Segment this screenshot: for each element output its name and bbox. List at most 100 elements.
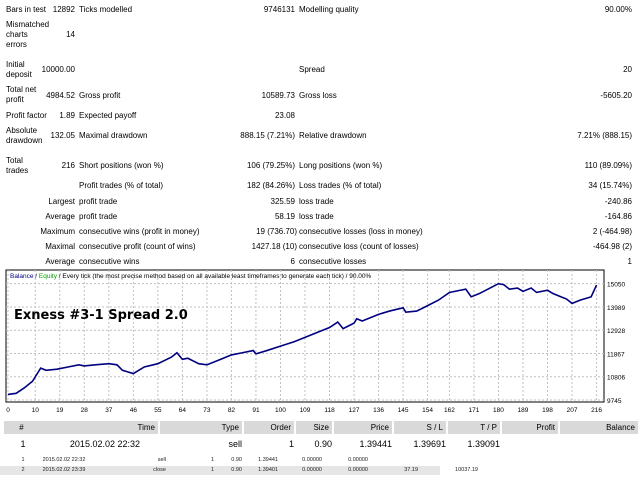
value: -464.98 (2)	[592, 242, 632, 251]
value: 325.59	[270, 197, 295, 206]
value: 216	[61, 161, 75, 170]
label: Maximal	[45, 242, 75, 251]
label: consecutive losses (loss in money)	[299, 227, 423, 236]
x-tick-label: 82	[228, 407, 236, 414]
label: Total net	[6, 85, 37, 94]
small-table-cell: 0.00000	[302, 457, 322, 463]
small-table-cell: 1	[210, 457, 214, 463]
value: 2 (-464.98)	[592, 227, 632, 236]
small-table-cell: 0.00000	[302, 467, 322, 473]
label: Spread	[299, 65, 325, 74]
trade-cell: 1.39091	[467, 439, 500, 449]
value: 12892	[52, 5, 75, 14]
label: consecutive profit (count of wins)	[79, 242, 196, 251]
label: Total	[6, 156, 23, 165]
legend-sep: /	[34, 273, 39, 280]
x-tick-label: 127	[349, 407, 360, 414]
x-tick-label: 28	[81, 407, 89, 414]
x-tick-label: 46	[130, 407, 138, 414]
value: 10000.00	[41, 65, 75, 74]
x-tick-label: 100	[275, 407, 286, 414]
value: 132.05	[50, 131, 75, 140]
x-tick-label: 136	[373, 407, 384, 414]
value: -5605.20	[600, 91, 632, 100]
label: deposit	[6, 70, 32, 79]
label: trades	[6, 166, 29, 175]
x-tick-label: 216	[591, 407, 602, 414]
label: Modelling quality	[299, 5, 359, 14]
value: 6	[290, 257, 295, 266]
small-table-cell: 10037.19	[455, 467, 478, 473]
value: 58.19	[274, 212, 295, 221]
column-header[interactable]: T / P	[448, 421, 500, 434]
column-header[interactable]: Type	[160, 421, 242, 434]
label: Short positions (won %)	[79, 161, 164, 170]
value: 110 (89.09%)	[584, 161, 632, 170]
label: loss trade	[299, 197, 334, 206]
column-header[interactable]: S / L	[394, 421, 446, 434]
x-tick-label: 189	[518, 407, 529, 414]
label: Relative drawdown	[299, 131, 367, 140]
small-table-cell: 0.90	[231, 467, 242, 473]
column-header[interactable]: Time	[40, 421, 158, 434]
x-tick-label: 145	[398, 407, 409, 414]
trade-cell: 1.39691	[413, 439, 446, 449]
small-table-cell: 2015.02.02 22:32	[42, 457, 86, 463]
value: -164.86	[604, 212, 632, 221]
y-tick-label: 11867	[607, 351, 625, 358]
y-tick-label: 9745	[607, 398, 622, 405]
label: Ticks modelled	[79, 5, 133, 14]
small-table-cell: 2015.02.02 23:39	[42, 467, 86, 473]
small-table-cell: 37.19	[404, 467, 418, 473]
column-header[interactable]: #	[4, 421, 42, 434]
value: 1.89	[59, 111, 75, 120]
x-tick-label: 37	[105, 407, 113, 414]
x-tick-label: 0	[6, 407, 10, 414]
label: Profit factor	[6, 111, 47, 120]
column-header[interactable]: Balance	[560, 421, 638, 434]
x-tick-label: 118	[324, 407, 335, 414]
trade-cell: sell	[228, 439, 242, 449]
label: Mismatched	[6, 20, 50, 29]
legend-balance: Balance	[10, 273, 34, 280]
legend-equity: Equity	[39, 273, 58, 280]
label: Average	[45, 212, 75, 221]
small-table-cell: close	[153, 467, 166, 473]
trade-cell: 1	[288, 439, 294, 449]
value: 23.08	[274, 111, 295, 120]
value: 34 (15.74%)	[588, 181, 632, 190]
column-header[interactable]: Profit	[502, 421, 558, 434]
column-header[interactable]: Price	[334, 421, 392, 434]
balance-line	[7, 282, 598, 396]
label: consecutive wins	[79, 257, 140, 266]
chart-overlay-title: Exness #3-1 Spread 2.0	[14, 308, 188, 323]
x-tick-label: 64	[179, 407, 187, 414]
value: 182 (84.26%)	[246, 181, 295, 190]
value: 106 (79.25%)	[246, 161, 295, 170]
value: 9746131	[263, 5, 295, 14]
label: profit	[6, 95, 24, 104]
label: consecutive loss (count of losses)	[299, 242, 419, 251]
label: Profit trades (% of total)	[79, 181, 164, 190]
x-tick-label: 198	[542, 407, 553, 414]
trade-cell: 1	[20, 439, 26, 449]
small-table-cell: 1	[210, 467, 214, 473]
value: 90.00%	[604, 5, 632, 14]
label: Gross loss	[299, 91, 337, 100]
value: 4984.52	[46, 91, 75, 100]
column-header[interactable]: Order	[244, 421, 294, 434]
label: Gross profit	[79, 91, 121, 100]
x-tick-label: 19	[56, 407, 64, 414]
trade-cell: 2015.02.02 22:32	[69, 439, 140, 449]
small-table-row	[0, 466, 440, 475]
column-header[interactable]: Size	[296, 421, 332, 434]
value: 10589.73	[261, 91, 295, 100]
balance-chart: 0 10 19 28 37 46 55 64 73 82 91 100 109 118 127 136 145 1…	[5, 269, 625, 414]
value: 19 (736.70)	[256, 227, 297, 236]
y-tick-label: 13989	[607, 305, 625, 312]
chart-legend: Balance / Equity / Every tick (the most …	[10, 273, 372, 280]
small-table-cell: 0.90	[231, 457, 242, 463]
small-table-cell: 2	[21, 467, 25, 473]
x-tick-label: 73	[203, 407, 211, 414]
label: loss trade	[299, 212, 334, 221]
